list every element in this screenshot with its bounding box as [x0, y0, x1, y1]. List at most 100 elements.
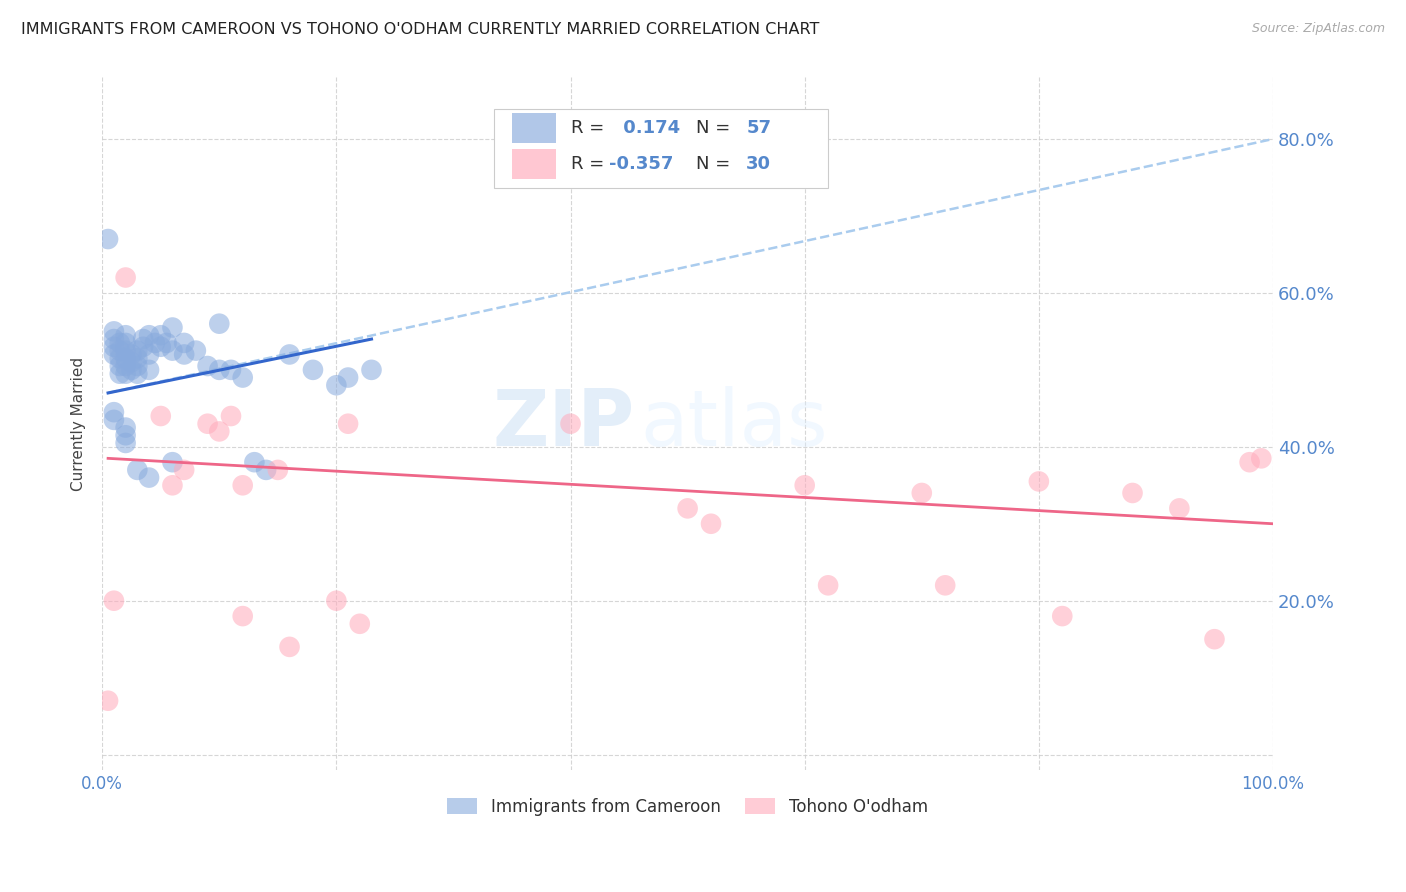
Point	[149, 328, 172, 343]
Point	[162, 478, 184, 492]
Point	[337, 417, 360, 431]
Text: N =: N =	[696, 155, 735, 173]
Text: 57: 57	[747, 119, 770, 137]
Point	[114, 359, 136, 373]
Point	[127, 367, 149, 381]
Point	[184, 343, 207, 358]
Point	[108, 335, 131, 350]
Point	[1204, 632, 1226, 647]
Point	[121, 355, 143, 369]
Point	[114, 367, 136, 381]
Point	[1168, 501, 1191, 516]
Text: 0.174: 0.174	[617, 119, 681, 137]
Text: atlas: atlas	[641, 385, 828, 462]
Legend: Immigrants from Cameroon, Tohono O'odham: Immigrants from Cameroon, Tohono O'odham	[439, 789, 936, 824]
Point	[219, 363, 242, 377]
Point	[267, 463, 290, 477]
Point	[121, 347, 143, 361]
Point	[114, 351, 136, 366]
FancyBboxPatch shape	[512, 150, 557, 178]
Text: ZIP: ZIP	[492, 385, 636, 462]
Point	[114, 270, 136, 285]
Point	[114, 420, 136, 434]
Point	[219, 409, 242, 423]
Point	[114, 343, 136, 358]
Point	[197, 417, 219, 431]
Point	[934, 578, 956, 592]
Point	[173, 463, 195, 477]
Point	[103, 347, 125, 361]
Point	[337, 370, 360, 384]
FancyBboxPatch shape	[512, 113, 557, 143]
Y-axis label: Currently Married: Currently Married	[72, 357, 86, 491]
Point	[173, 335, 195, 350]
Text: Source: ZipAtlas.com: Source: ZipAtlas.com	[1251, 22, 1385, 36]
Point	[108, 343, 131, 358]
Point	[911, 486, 934, 500]
Point	[302, 363, 325, 377]
Point	[103, 332, 125, 346]
Point	[349, 616, 371, 631]
Point	[243, 455, 266, 469]
Text: 30: 30	[747, 155, 770, 173]
Point	[208, 317, 231, 331]
Point	[103, 405, 125, 419]
Point	[103, 340, 125, 354]
Point	[325, 378, 347, 392]
Point	[103, 413, 125, 427]
Point	[325, 593, 347, 607]
Point	[114, 328, 136, 343]
Point	[1239, 455, 1261, 469]
Text: N =: N =	[696, 119, 735, 137]
Point	[132, 340, 155, 354]
Point	[121, 363, 143, 377]
Point	[108, 359, 131, 373]
Text: IMMIGRANTS FROM CAMEROON VS TOHONO O'ODHAM CURRENTLY MARRIED CORRELATION CHART: IMMIGRANTS FROM CAMEROON VS TOHONO O'ODH…	[21, 22, 820, 37]
Point	[700, 516, 723, 531]
Point	[114, 436, 136, 450]
Point	[232, 478, 254, 492]
Point	[676, 501, 699, 516]
Point	[1250, 451, 1272, 466]
Point	[278, 640, 301, 654]
Point	[138, 328, 160, 343]
Text: R =: R =	[571, 119, 610, 137]
Point	[143, 335, 166, 350]
Point	[817, 578, 839, 592]
Point	[138, 470, 160, 484]
Text: -0.357: -0.357	[609, 155, 673, 173]
Text: R =: R =	[571, 155, 610, 173]
Point	[97, 232, 120, 246]
Point	[1052, 609, 1074, 624]
Point	[127, 359, 149, 373]
Point	[127, 463, 149, 477]
Point	[197, 359, 219, 373]
Point	[138, 347, 160, 361]
Point	[162, 343, 184, 358]
Point	[138, 363, 160, 377]
Point	[127, 351, 149, 366]
Point	[114, 428, 136, 442]
Point	[208, 363, 231, 377]
Point	[149, 409, 172, 423]
Point	[155, 335, 177, 350]
Point	[103, 593, 125, 607]
Point	[173, 347, 195, 361]
Point	[793, 478, 815, 492]
Point	[162, 320, 184, 334]
Point	[232, 370, 254, 384]
Point	[254, 463, 277, 477]
Point	[232, 609, 254, 624]
Point	[1121, 486, 1143, 500]
FancyBboxPatch shape	[495, 109, 828, 188]
Point	[108, 351, 131, 366]
Point	[97, 694, 120, 708]
Point	[108, 367, 131, 381]
Point	[162, 455, 184, 469]
Point	[149, 340, 172, 354]
Point	[208, 425, 231, 439]
Point	[560, 417, 582, 431]
Point	[360, 363, 382, 377]
Point	[103, 324, 125, 338]
Point	[127, 343, 149, 358]
